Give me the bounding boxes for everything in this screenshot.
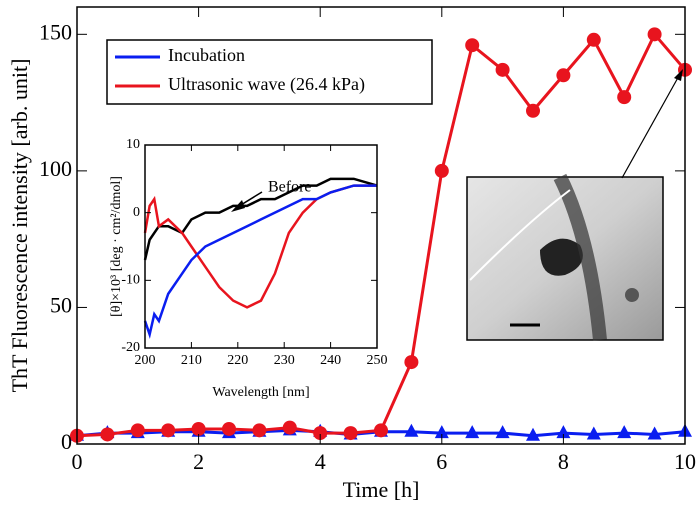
point <box>647 27 662 42</box>
x-tick-label: 4 <box>315 449 326 474</box>
x-tick-label: 10 <box>674 449 696 474</box>
point <box>161 423 176 438</box>
point <box>556 425 571 439</box>
point <box>556 68 571 83</box>
point <box>191 421 206 436</box>
point <box>100 427 115 442</box>
x-tick-label: 8 <box>558 449 569 474</box>
point <box>526 103 540 118</box>
x-tick-label: 0 <box>72 449 83 474</box>
point <box>222 421 236 436</box>
y-tick-label: 150 <box>39 19 72 44</box>
legend <box>106 39 433 105</box>
x-tick-label: 220 <box>227 353 248 368</box>
annotation: Before <box>268 179 312 196</box>
y-tick-label: 10 <box>126 137 140 152</box>
series-line <box>143 184 377 340</box>
inset-background <box>145 145 377 348</box>
y-tick-label: 100 <box>39 156 72 181</box>
plot-frame <box>144 144 378 349</box>
y-axis-label: ThT Fluorescence intensity [arb. unit] <box>7 59 32 393</box>
annotation-arrowhead <box>231 200 245 212</box>
y-tick-label: 50 <box>50 292 72 317</box>
point <box>617 90 632 105</box>
x-tick-label: 200 <box>135 353 156 368</box>
point <box>495 425 510 439</box>
y-tick-label: 0 <box>61 429 72 454</box>
point <box>465 425 480 439</box>
y-tick-label: 0 <box>133 205 140 220</box>
x-axis-label: Time [h] <box>343 477 420 502</box>
plot-frame <box>76 6 686 445</box>
x-tick-label: 2 <box>193 449 204 474</box>
point <box>586 426 601 440</box>
legend-label: Ultrasonic wave (26.4 kPa) <box>168 74 365 95</box>
x-axis-label: Wavelength [nm] <box>212 385 309 400</box>
point <box>647 426 662 440</box>
x-tick-label: 6 <box>436 449 447 474</box>
point <box>434 425 449 439</box>
point <box>130 423 145 438</box>
point <box>343 426 358 441</box>
point <box>465 38 480 53</box>
point <box>495 62 510 77</box>
pointer-arrow <box>621 73 681 179</box>
point <box>252 423 267 438</box>
point <box>404 355 419 370</box>
micrograph <box>466 173 664 341</box>
y-tick-label: -10 <box>121 273 140 288</box>
x-tick-label: 250 <box>367 353 388 368</box>
y-tick-label: -20 <box>121 340 140 355</box>
y-axis-label: [θ]×10³ [deg · cm²/dmol] <box>109 176 124 317</box>
point <box>434 163 449 178</box>
point <box>313 426 328 441</box>
x-tick-label: 210 <box>181 353 202 368</box>
point <box>526 427 540 441</box>
arrowhead <box>674 69 683 81</box>
point <box>404 423 419 437</box>
point <box>617 425 632 439</box>
point <box>586 32 601 47</box>
legend-label: Incubation <box>168 45 245 65</box>
x-tick-label: 230 <box>274 353 295 368</box>
point <box>282 420 297 435</box>
point <box>374 423 388 438</box>
x-tick-label: 240 <box>320 353 341 368</box>
